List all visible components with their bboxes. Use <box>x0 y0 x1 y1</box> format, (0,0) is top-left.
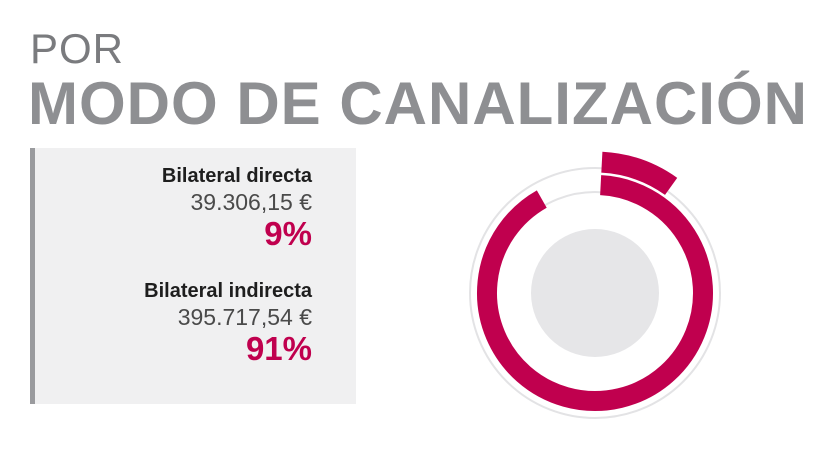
ring-arc-1 <box>601 151 678 196</box>
legend-amount: 395.717,54 € <box>177 304 312 330</box>
legend-panel: Bilateral directa 39.306,15 € 9% Bilater… <box>30 148 356 404</box>
legend-amount: 39.306,15 € <box>190 189 312 215</box>
ring-track-outer <box>469 167 721 419</box>
legend-label: Bilateral directa <box>161 165 312 187</box>
legend-entry-directa: Bilateral directa 39.306,15 € 9% <box>162 164 312 252</box>
legend-percent: 9% <box>264 215 312 252</box>
chart-title-prefix: POR <box>30 25 125 72</box>
ring-chart <box>469 151 721 419</box>
legend-label: Bilateral indirecta <box>144 280 312 302</box>
legend-entry-indirecta: Bilateral indirecta 395.717,54 € 91% <box>144 279 312 367</box>
legend-percent: 91% <box>245 330 312 367</box>
ring-arc-2 <box>477 175 713 411</box>
ring-center-disc <box>531 229 659 357</box>
chart-title: MODO DE CANALIZACIÓN <box>28 70 808 137</box>
